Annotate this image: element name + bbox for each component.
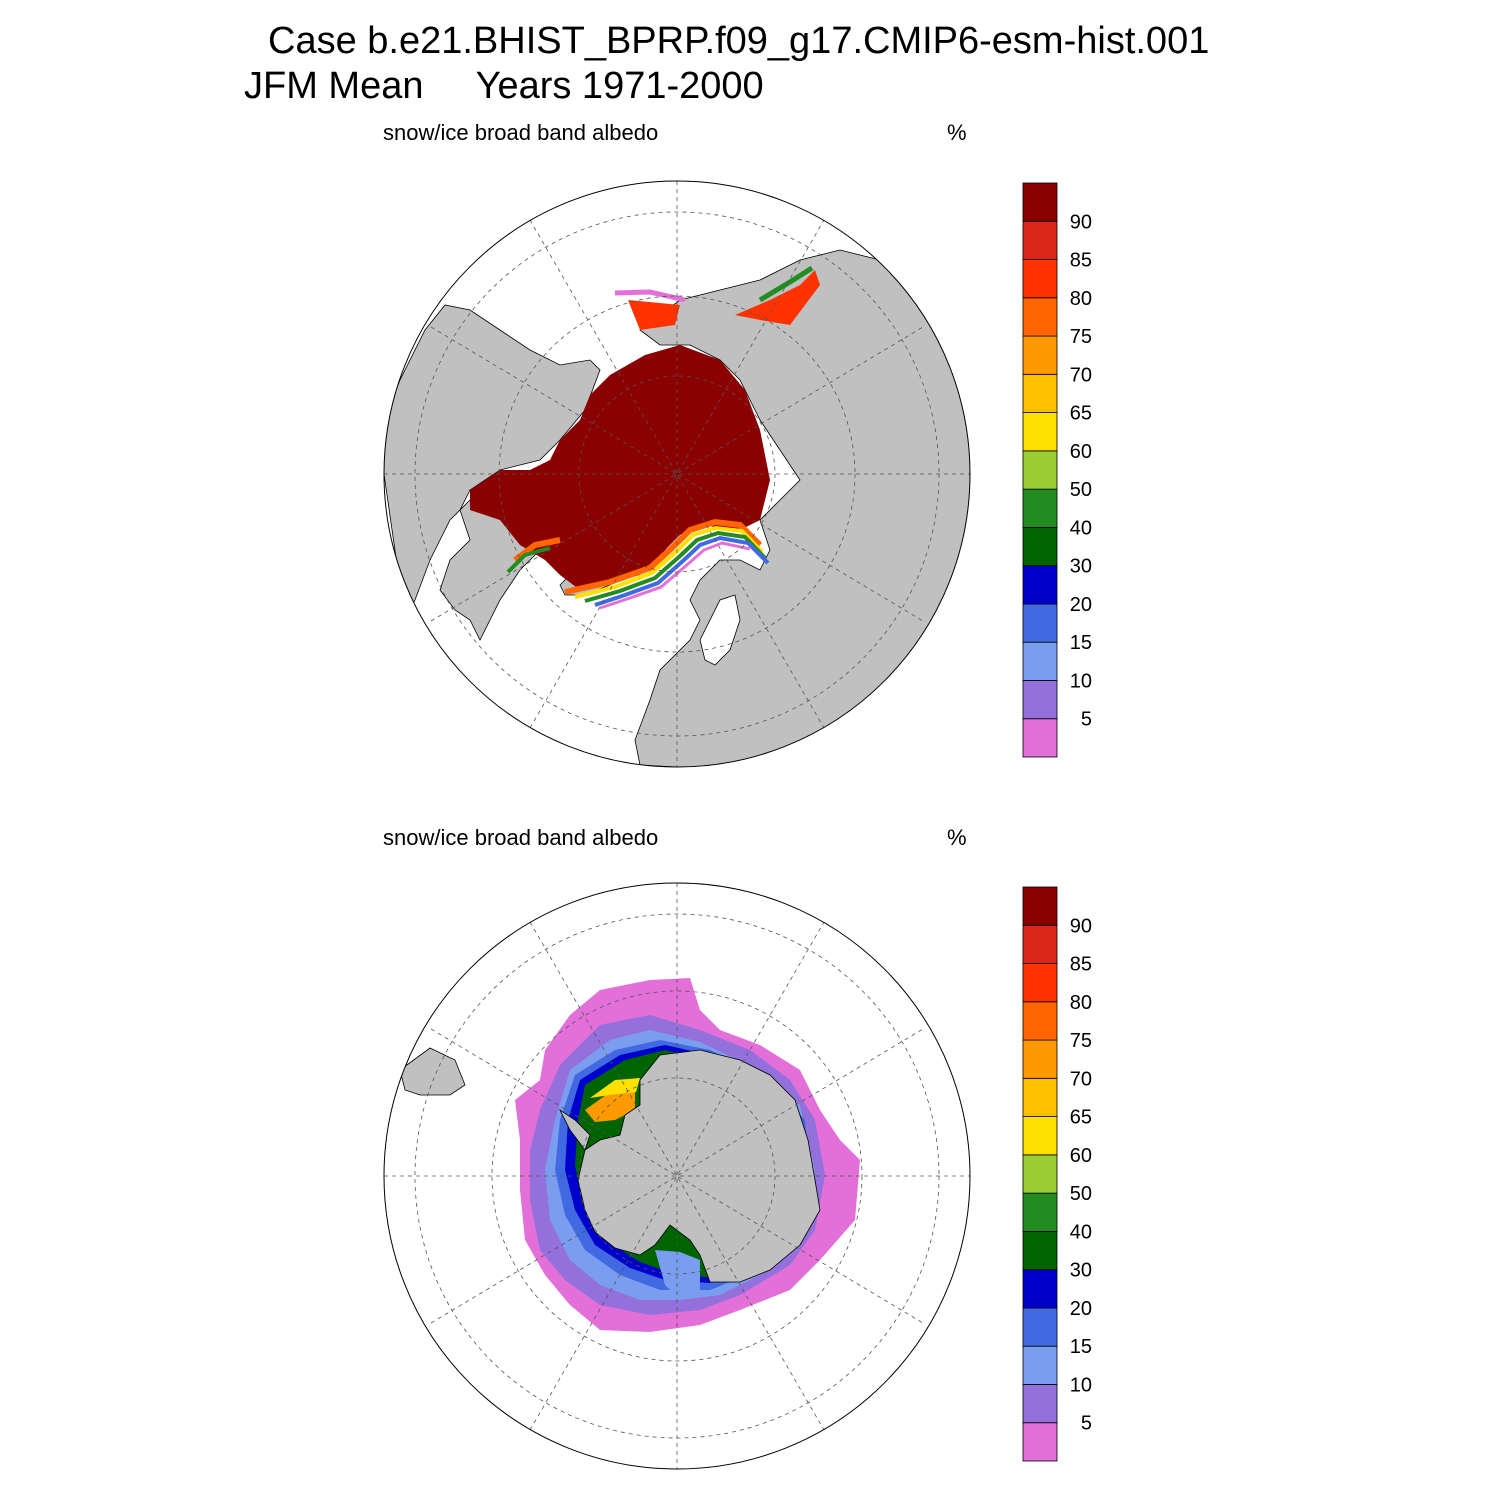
north-labrador-ice-green: [506, 546, 551, 574]
south-colorbar-label: 50: [1070, 1183, 1092, 1205]
south-colorbar-box: [1022, 1307, 1058, 1347]
north-labrador-ice-edge: [513, 537, 561, 563]
south-colorbar-box: [1022, 886, 1058, 926]
north-bering-ice: [628, 300, 680, 330]
north-colorbar-box: [1022, 412, 1058, 452]
south-colorbar-label: 70: [1070, 1068, 1092, 1090]
north-colorbar-label: 85: [1070, 250, 1092, 272]
season-label: JFM Mean: [244, 65, 424, 107]
north-map-border: [383, 180, 971, 768]
south-colorbar-box: [1022, 1345, 1058, 1385]
north-ice-edge-blue: [594, 535, 770, 607]
south-colorbar-box: [1022, 924, 1058, 964]
south-land-antarctica: [577, 1049, 821, 1283]
north-colorbar-label: 65: [1070, 403, 1092, 425]
north-colorbar-box: [1022, 373, 1058, 414]
north-colorbar-label: 15: [1070, 632, 1092, 654]
north-colorbar-label: 75: [1070, 326, 1092, 348]
south-colorbar-label: 75: [1070, 1030, 1092, 1052]
north-colorbar-label: 10: [1070, 670, 1092, 692]
north-colorbar-label: 80: [1070, 288, 1092, 310]
south-colorbar-box: [1022, 1154, 1058, 1194]
north-colorbar-box: [1022, 259, 1058, 299]
north-colorbar-box: [1022, 718, 1058, 758]
south-colorbar-label: 60: [1070, 1145, 1092, 1167]
south-colorbar-label: 5: [1081, 1413, 1092, 1435]
south-colorbar-box: [1022, 1077, 1058, 1118]
north-colorbar-label: 40: [1070, 517, 1092, 539]
north-colorbar-box: [1022, 450, 1058, 490]
north-colorbar-box: [1022, 641, 1058, 681]
south-colorbar-label: 10: [1070, 1374, 1092, 1396]
south-colorbar-box: [1022, 1422, 1058, 1462]
north-colorbar-label: 60: [1070, 441, 1092, 463]
north-colorbar-box: [1022, 182, 1058, 222]
north-colorbar-box: [1022, 297, 1058, 337]
years-label: Years 1971-2000: [475, 65, 764, 107]
south-colorbar-label: 30: [1070, 1260, 1092, 1282]
south-units-label: %: [947, 825, 967, 850]
north-colorbar-label: 20: [1070, 594, 1092, 616]
south-map-border: [383, 882, 971, 1470]
south-ross-sea: [655, 1250, 700, 1300]
north-variable-label: snow/ice broad band albedo: [383, 120, 659, 145]
north-ice-edge-green: [584, 530, 767, 603]
north-colorbar-box: [1022, 488, 1058, 528]
north-baltic-sea: [699, 594, 741, 666]
north-colorbar-box: [1022, 527, 1058, 567]
north-colorbar-box: [1022, 680, 1058, 720]
south-graticule: [384, 883, 970, 1469]
south-weddell-yellow: [590, 1078, 640, 1098]
south-land-south-america: [399, 1047, 466, 1096]
south-colorbar-label: 90: [1070, 915, 1092, 937]
south-colorbar-label: 40: [1070, 1221, 1092, 1243]
south-variable-label: snow/ice broad band albedo: [383, 825, 659, 850]
north-colorbar-label: 90: [1070, 211, 1092, 233]
north-bering-ice-bands: [614, 289, 686, 303]
south-colorbar-box: [1022, 1116, 1058, 1156]
south-colorbar-label: 80: [1070, 992, 1092, 1014]
south-polar-map: [383, 882, 971, 1470]
north-ice-edge-bands: [564, 518, 763, 595]
north-colorbar-box: [1022, 220, 1058, 260]
north-colorbar: 5 10 15 20 30 40 50 60 65 70 75 80 85 90: [1022, 182, 1092, 758]
north-okhotsk-ice-bands: [758, 265, 814, 303]
north-colorbar-label: 5: [1081, 709, 1092, 731]
north-colorbar-label: 70: [1070, 364, 1092, 386]
north-ice-edge-yellow: [574, 525, 764, 599]
north-graticule: [384, 181, 970, 767]
south-colorbar-box: [1022, 1231, 1058, 1271]
south-colorbar-box: [1022, 1001, 1058, 1041]
plot-title-case: Case b.e21.BHIST_BPRP.f09_g17.CMIP6-esm-…: [268, 20, 1210, 62]
north-colorbar-box: [1022, 565, 1058, 605]
north-colorbar-box: [1022, 335, 1058, 375]
south-colorbar-box: [1022, 1269, 1058, 1309]
south-colorbar-label: 15: [1070, 1336, 1092, 1358]
south-colorbar-label: 65: [1070, 1107, 1092, 1129]
south-colorbar-box: [1022, 963, 1058, 1003]
north-colorbar-label: 50: [1070, 479, 1092, 501]
south-colorbar-box: [1022, 1384, 1058, 1424]
plot-title-period: JFM Mean Years 1971-2000: [244, 67, 764, 105]
north-ice-edge-pink: [599, 541, 751, 610]
south-colorbar-label: 85: [1070, 954, 1092, 976]
north-polar-map: [383, 180, 971, 768]
north-okhotsk-ice: [735, 270, 820, 325]
south-colorbar-label: 20: [1070, 1298, 1092, 1320]
south-weddell-ice: [585, 1090, 635, 1122]
north-units-label: %: [947, 120, 967, 145]
south-colorbar-box: [1022, 1192, 1058, 1232]
south-land-peninsula: [558, 1108, 591, 1151]
north-sea-ice-core: [470, 345, 770, 590]
south-colorbar-box: [1022, 1039, 1058, 1079]
north-colorbar-label: 30: [1070, 556, 1092, 578]
north-colorbar-box: [1022, 603, 1058, 643]
south-colorbar: 5 10 15 20 30 40 50 60 65 70 75 80 85 90: [1022, 886, 1092, 1462]
